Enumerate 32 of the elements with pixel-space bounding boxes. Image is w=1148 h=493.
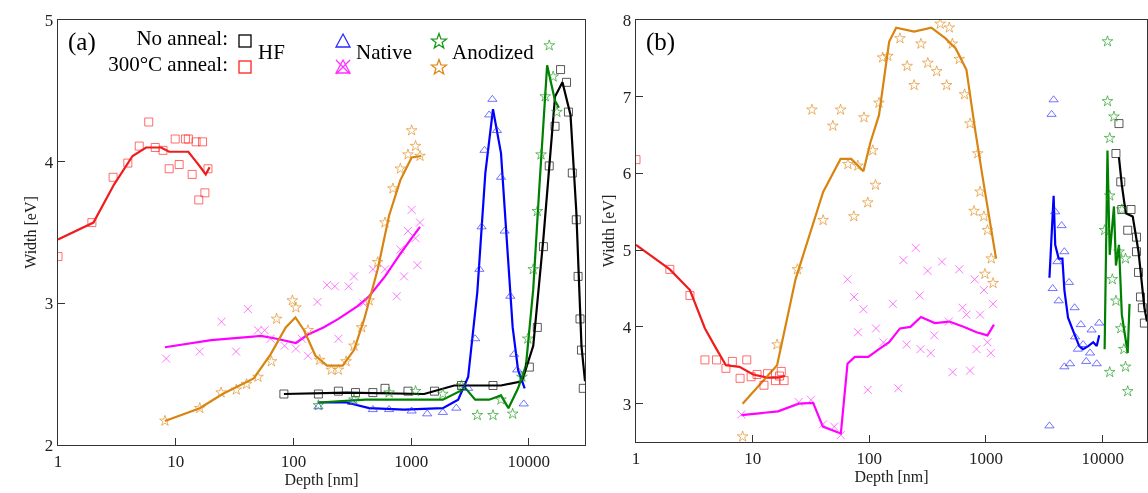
y-tick-label: 2: [44, 435, 54, 455]
annotation: 300°C anneal:: [108, 52, 228, 77]
x-tick-label: 100: [280, 451, 307, 471]
x-tick-label: 10000: [507, 451, 551, 471]
chart-title: (b): [646, 28, 676, 56]
y-tick-label: 3: [622, 394, 632, 414]
chart-title: (a): [68, 28, 96, 56]
annotation: No anneal:: [136, 26, 228, 51]
y-tick-label: 8: [622, 10, 632, 30]
y-tick-label: 4: [622, 317, 632, 337]
legend-label: Native: [356, 40, 412, 65]
y-tick-label: 5: [44, 10, 54, 30]
x-tick-label: 1: [53, 451, 63, 471]
x-tick-label: 1: [631, 448, 641, 468]
y-tick-label: 6: [622, 164, 632, 184]
x-tick-label: 10000: [1081, 448, 1124, 468]
y-axis-title: Width [eV]: [599, 194, 617, 268]
x-tick-label: 1000: [394, 451, 429, 471]
x-tick-label: 10: [167, 451, 185, 471]
y-tick-label: 3: [44, 294, 54, 314]
line-series: [1103, 149, 1131, 355]
x-axis-title: Depth [nm]: [284, 471, 359, 490]
legend-label: Anodized: [452, 40, 534, 65]
y-axis-title: Width [eV]: [21, 196, 39, 269]
y-tick-label: 7: [622, 87, 632, 107]
y-tick-label: 5: [622, 241, 632, 261]
x-tick-label: 100: [856, 448, 883, 468]
x-tick-label: 1000: [968, 448, 1003, 468]
legend-label: HF: [258, 40, 285, 65]
y-tick-label: 4: [44, 152, 54, 172]
x-axis-title: Depth [nm]: [854, 468, 929, 487]
x-tick-label: 10: [744, 448, 762, 468]
